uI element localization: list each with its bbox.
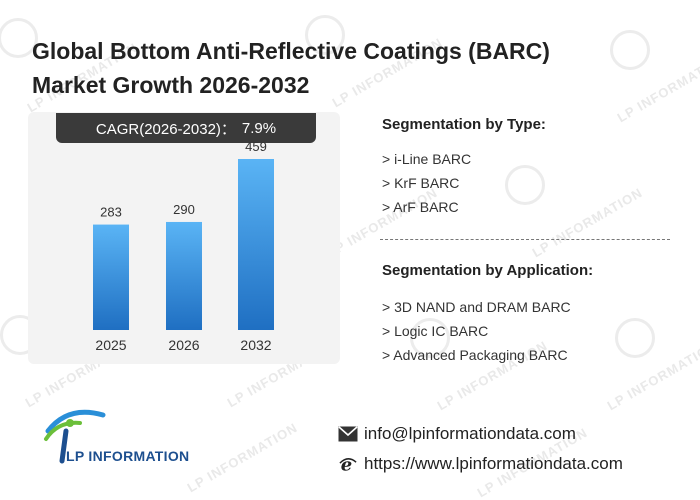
application-item: > Advanced Packaging BARC xyxy=(382,347,568,363)
browser-e-icon: e xyxy=(339,455,357,473)
bar-2025 xyxy=(93,224,129,330)
svg-text:e: e xyxy=(341,455,352,473)
cagr-label: CAGR(2026-2032)： xyxy=(95,120,236,138)
segmentation-type-heading: Segmentation by Type: xyxy=(382,116,546,133)
type-item: > KrF BARC xyxy=(382,175,460,191)
type-item: > i-Line BARC xyxy=(382,151,472,167)
cagr-badge: CAGR(2026-2032)： 7.9% xyxy=(56,113,316,143)
lp-logo-icon xyxy=(44,409,106,464)
page-title: Global Bottom Anti-Reflective Coatings (… xyxy=(32,34,652,102)
website-text[interactable]: https://www.lpinformationdata.com xyxy=(364,454,623,473)
email-text[interactable]: info@lpinformationdata.com xyxy=(364,424,576,443)
envelope-icon xyxy=(338,426,358,442)
data-label: 290 xyxy=(173,202,195,217)
category-label: 2026 xyxy=(168,337,199,353)
cagr-value: 7.9% xyxy=(241,119,277,137)
logo-text: LP INFORMATION xyxy=(66,448,190,464)
data-label: 459 xyxy=(245,139,267,154)
title-line-2: Market Growth 2026-2032 xyxy=(32,72,310,98)
section-divider xyxy=(380,239,670,240)
contact-website[interactable]: e https://www.lpinformationdata.com xyxy=(338,454,623,474)
bar-2026 xyxy=(166,221,202,330)
type-item: > ArF BARC xyxy=(382,199,459,215)
application-item: > Logic IC BARC xyxy=(382,323,489,339)
bar-2032 xyxy=(238,159,274,330)
segmentation-application-heading: Segmentation by Application: xyxy=(382,262,594,279)
data-label: 283 xyxy=(100,205,122,220)
application-item: > 3D NAND and DRAM BARC xyxy=(382,299,571,315)
contact-email[interactable]: info@lpinformationdata.com xyxy=(338,424,576,444)
category-label: 2032 xyxy=(240,337,271,353)
category-label: 2025 xyxy=(95,337,126,353)
title-line-1: Global Bottom Anti-Reflective Coatings (… xyxy=(32,38,550,64)
